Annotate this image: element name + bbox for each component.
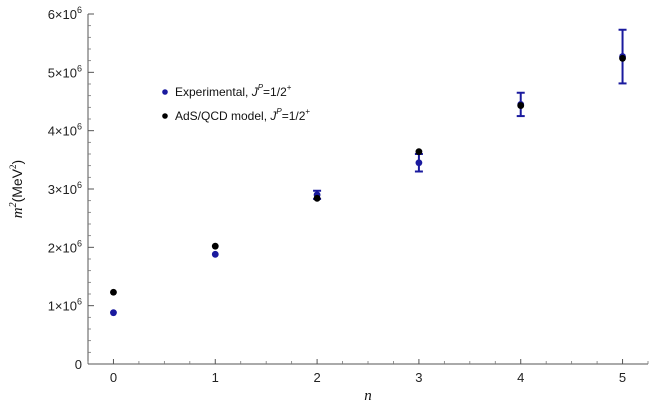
- data-point: [619, 54, 626, 62]
- data-point: [211, 250, 219, 258]
- y-tick-label: 2×106: [48, 238, 82, 255]
- data-point: [313, 194, 321, 202]
- x-axis-title: n: [364, 388, 372, 404]
- x-tick-label: 3: [415, 370, 422, 385]
- x-tick-label: 5: [619, 370, 626, 385]
- y-tick-label: 1×106: [48, 297, 82, 314]
- data-marks: [110, 28, 627, 317]
- series-0: [110, 28, 627, 317]
- x-tick-label: 0: [110, 370, 117, 385]
- legend-marker: [162, 113, 168, 119]
- axes: [87, 14, 648, 365]
- series-1: [110, 54, 626, 296]
- y-tick-label: 0: [75, 357, 82, 372]
- y-tick-label: 6×106: [48, 5, 82, 22]
- y-tick-label: 3×106: [48, 180, 82, 197]
- data-point: [415, 159, 423, 167]
- y-axis-title: m2(MeV2): [8, 160, 26, 218]
- x-tick-label: 2: [313, 370, 320, 385]
- ticks: 0 1 2 3 4 5 0 1×106 2×106 3×106 4×106 5×106 6×106: [48, 5, 649, 385]
- y-tick-label: 5×106: [48, 63, 82, 80]
- y-tick-label: 4×106: [48, 122, 82, 139]
- data-point: [110, 288, 117, 296]
- legend-label: AdS/QCD model, JP=1/2+: [175, 107, 310, 123]
- legend: Experimental, JP=1/2+ AdS/QCD model, JP=1…: [162, 83, 310, 123]
- legend-marker: [162, 89, 168, 95]
- x-tick-label: 4: [517, 370, 524, 385]
- data-point: [517, 102, 525, 109]
- data-point: [110, 309, 117, 317]
- legend-label: Experimental, JP=1/2+: [175, 83, 292, 99]
- x-tick-label: 1: [212, 370, 219, 385]
- data-point: [415, 148, 423, 156]
- data-point: [211, 242, 219, 250]
